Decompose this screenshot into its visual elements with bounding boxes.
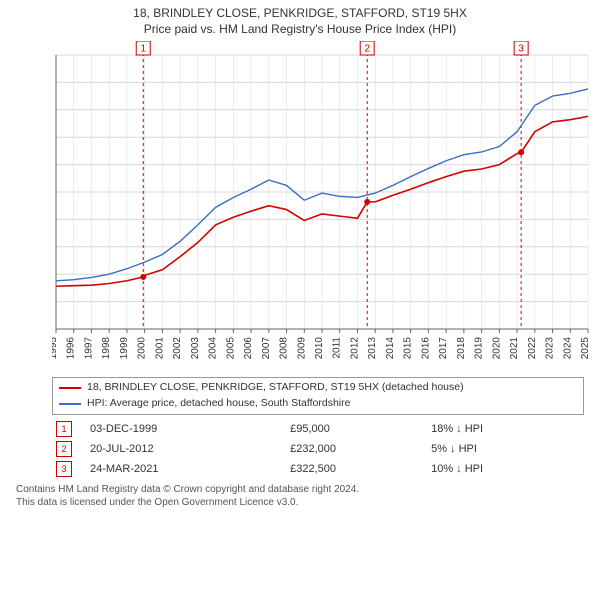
svg-text:1999: 1999 xyxy=(119,337,130,360)
svg-text:2016: 2016 xyxy=(420,337,431,360)
svg-text:2: 2 xyxy=(364,44,370,55)
sale-price: £322,500 xyxy=(286,459,427,479)
svg-text:2001: 2001 xyxy=(154,337,165,360)
sale-price: £232,000 xyxy=(286,439,427,459)
table-row: 2 20-JUL-2012 £232,000 5% ↓ HPI xyxy=(52,439,584,459)
svg-text:1995: 1995 xyxy=(52,337,59,360)
line-chart: £0£50K£100K£150K£200K£250K£300K£350K£400… xyxy=(52,41,592,371)
sale-price: £95,000 xyxy=(286,419,427,439)
legend-swatch xyxy=(59,387,81,389)
svg-text:2020: 2020 xyxy=(491,337,502,360)
chart-legend: 18, BRINDLEY CLOSE, PENKRIDGE, STAFFORD,… xyxy=(52,377,584,415)
svg-text:2011: 2011 xyxy=(332,337,343,359)
page-subtitle: Price paid vs. HM Land Registry's House … xyxy=(8,22,592,38)
svg-text:2015: 2015 xyxy=(403,337,414,360)
legend-row: 18, BRINDLEY CLOSE, PENKRIDGE, STAFFORD,… xyxy=(59,380,577,396)
svg-text:2006: 2006 xyxy=(243,337,254,360)
legend-label: 18, BRINDLEY CLOSE, PENKRIDGE, STAFFORD,… xyxy=(87,380,464,396)
svg-text:3: 3 xyxy=(518,44,524,55)
svg-text:2019: 2019 xyxy=(474,337,485,360)
legend-label: HPI: Average price, detached house, Sout… xyxy=(87,396,350,412)
table-row: 3 24-MAR-2021 £322,500 10% ↓ HPI xyxy=(52,459,584,479)
svg-text:1: 1 xyxy=(140,44,146,55)
svg-text:2008: 2008 xyxy=(279,337,290,360)
sale-date: 24-MAR-2021 xyxy=(86,459,286,479)
svg-text:2017: 2017 xyxy=(438,337,449,360)
footer-attribution: Contains HM Land Registry data © Crown c… xyxy=(16,483,584,510)
svg-text:2013: 2013 xyxy=(367,337,378,360)
svg-text:2022: 2022 xyxy=(527,337,538,360)
svg-text:1998: 1998 xyxy=(101,337,112,360)
svg-text:2000: 2000 xyxy=(137,337,148,360)
svg-text:2003: 2003 xyxy=(190,337,201,360)
svg-text:2005: 2005 xyxy=(225,337,236,360)
svg-text:2004: 2004 xyxy=(208,337,219,360)
svg-text:2012: 2012 xyxy=(349,337,360,360)
chart-container: £0£50K£100K£150K£200K£250K£300K£350K£400… xyxy=(52,41,586,371)
sale-delta: 18% ↓ HPI xyxy=(427,419,584,439)
marker-badge: 1 xyxy=(56,421,72,437)
sale-date: 20-JUL-2012 xyxy=(86,439,286,459)
svg-text:2009: 2009 xyxy=(296,337,307,360)
marker-badge: 2 xyxy=(56,441,72,457)
marker-badge: 3 xyxy=(56,461,72,477)
table-row: 1 03-DEC-1999 £95,000 18% ↓ HPI xyxy=(52,419,584,439)
svg-text:1997: 1997 xyxy=(83,337,94,360)
legend-row: HPI: Average price, detached house, Sout… xyxy=(59,396,577,412)
svg-text:2014: 2014 xyxy=(385,337,396,360)
svg-text:2007: 2007 xyxy=(261,337,272,360)
svg-text:2023: 2023 xyxy=(545,337,556,360)
sale-date: 03-DEC-1999 xyxy=(86,419,286,439)
svg-text:2002: 2002 xyxy=(172,337,183,360)
sale-delta: 5% ↓ HPI xyxy=(427,439,584,459)
legend-swatch xyxy=(59,403,81,405)
svg-text:2024: 2024 xyxy=(562,337,573,360)
page-title: 18, BRINDLEY CLOSE, PENKRIDGE, STAFFORD,… xyxy=(8,6,592,22)
svg-text:2025: 2025 xyxy=(580,337,591,360)
svg-text:2010: 2010 xyxy=(314,337,325,360)
footer-line: Contains HM Land Registry data © Crown c… xyxy=(16,483,584,497)
footer-line: This data is licensed under the Open Gov… xyxy=(16,496,584,510)
svg-text:2018: 2018 xyxy=(456,337,467,360)
sale-delta: 10% ↓ HPI xyxy=(427,459,584,479)
svg-text:2021: 2021 xyxy=(509,337,520,360)
datapoints-table: 1 03-DEC-1999 £95,000 18% ↓ HPI 2 20-JUL… xyxy=(52,419,584,479)
svg-text:1996: 1996 xyxy=(66,337,77,360)
